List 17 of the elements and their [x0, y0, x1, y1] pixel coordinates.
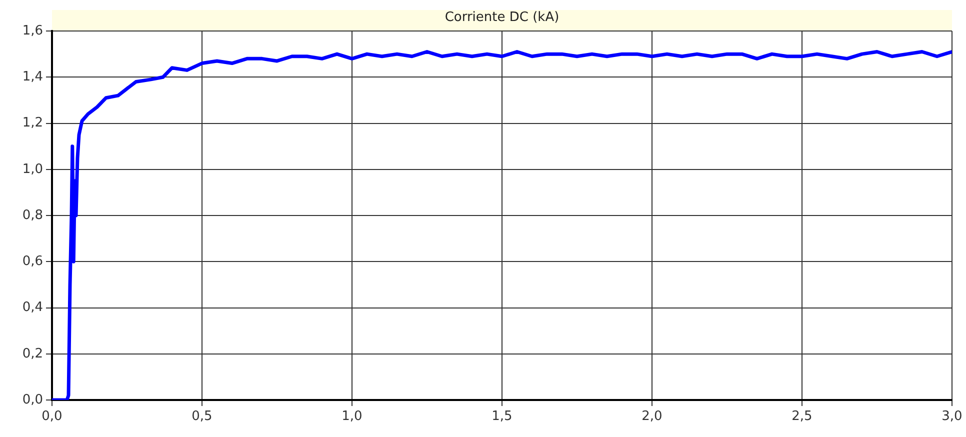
- x-tick-label: 1,0: [342, 409, 362, 424]
- y-tick-label: 0,2: [22, 346, 43, 362]
- chart-title: Corriente DC (kA): [52, 10, 952, 31]
- y-tick-label: 0,0: [22, 392, 43, 408]
- y-tick-label: 0,8: [22, 208, 43, 223]
- x-tick-label: 2,0: [642, 409, 662, 424]
- y-tick-label: 1,0: [22, 162, 43, 177]
- y-tick-label: 0,4: [22, 300, 43, 316]
- y-tick-label: 0,6: [22, 254, 43, 269]
- x-tick-label: 3,0: [942, 409, 962, 424]
- y-tick-label: 1,4: [22, 70, 43, 84]
- x-tick-label: 1,5: [492, 409, 512, 424]
- y-tick-label: 1,6: [22, 23, 43, 38]
- x-tick-label: 0,0: [42, 409, 62, 424]
- x-tick-label: 2,5: [792, 409, 812, 424]
- x-tick-label: 0,5: [192, 409, 212, 424]
- y-tick-label: 1,2: [22, 116, 43, 131]
